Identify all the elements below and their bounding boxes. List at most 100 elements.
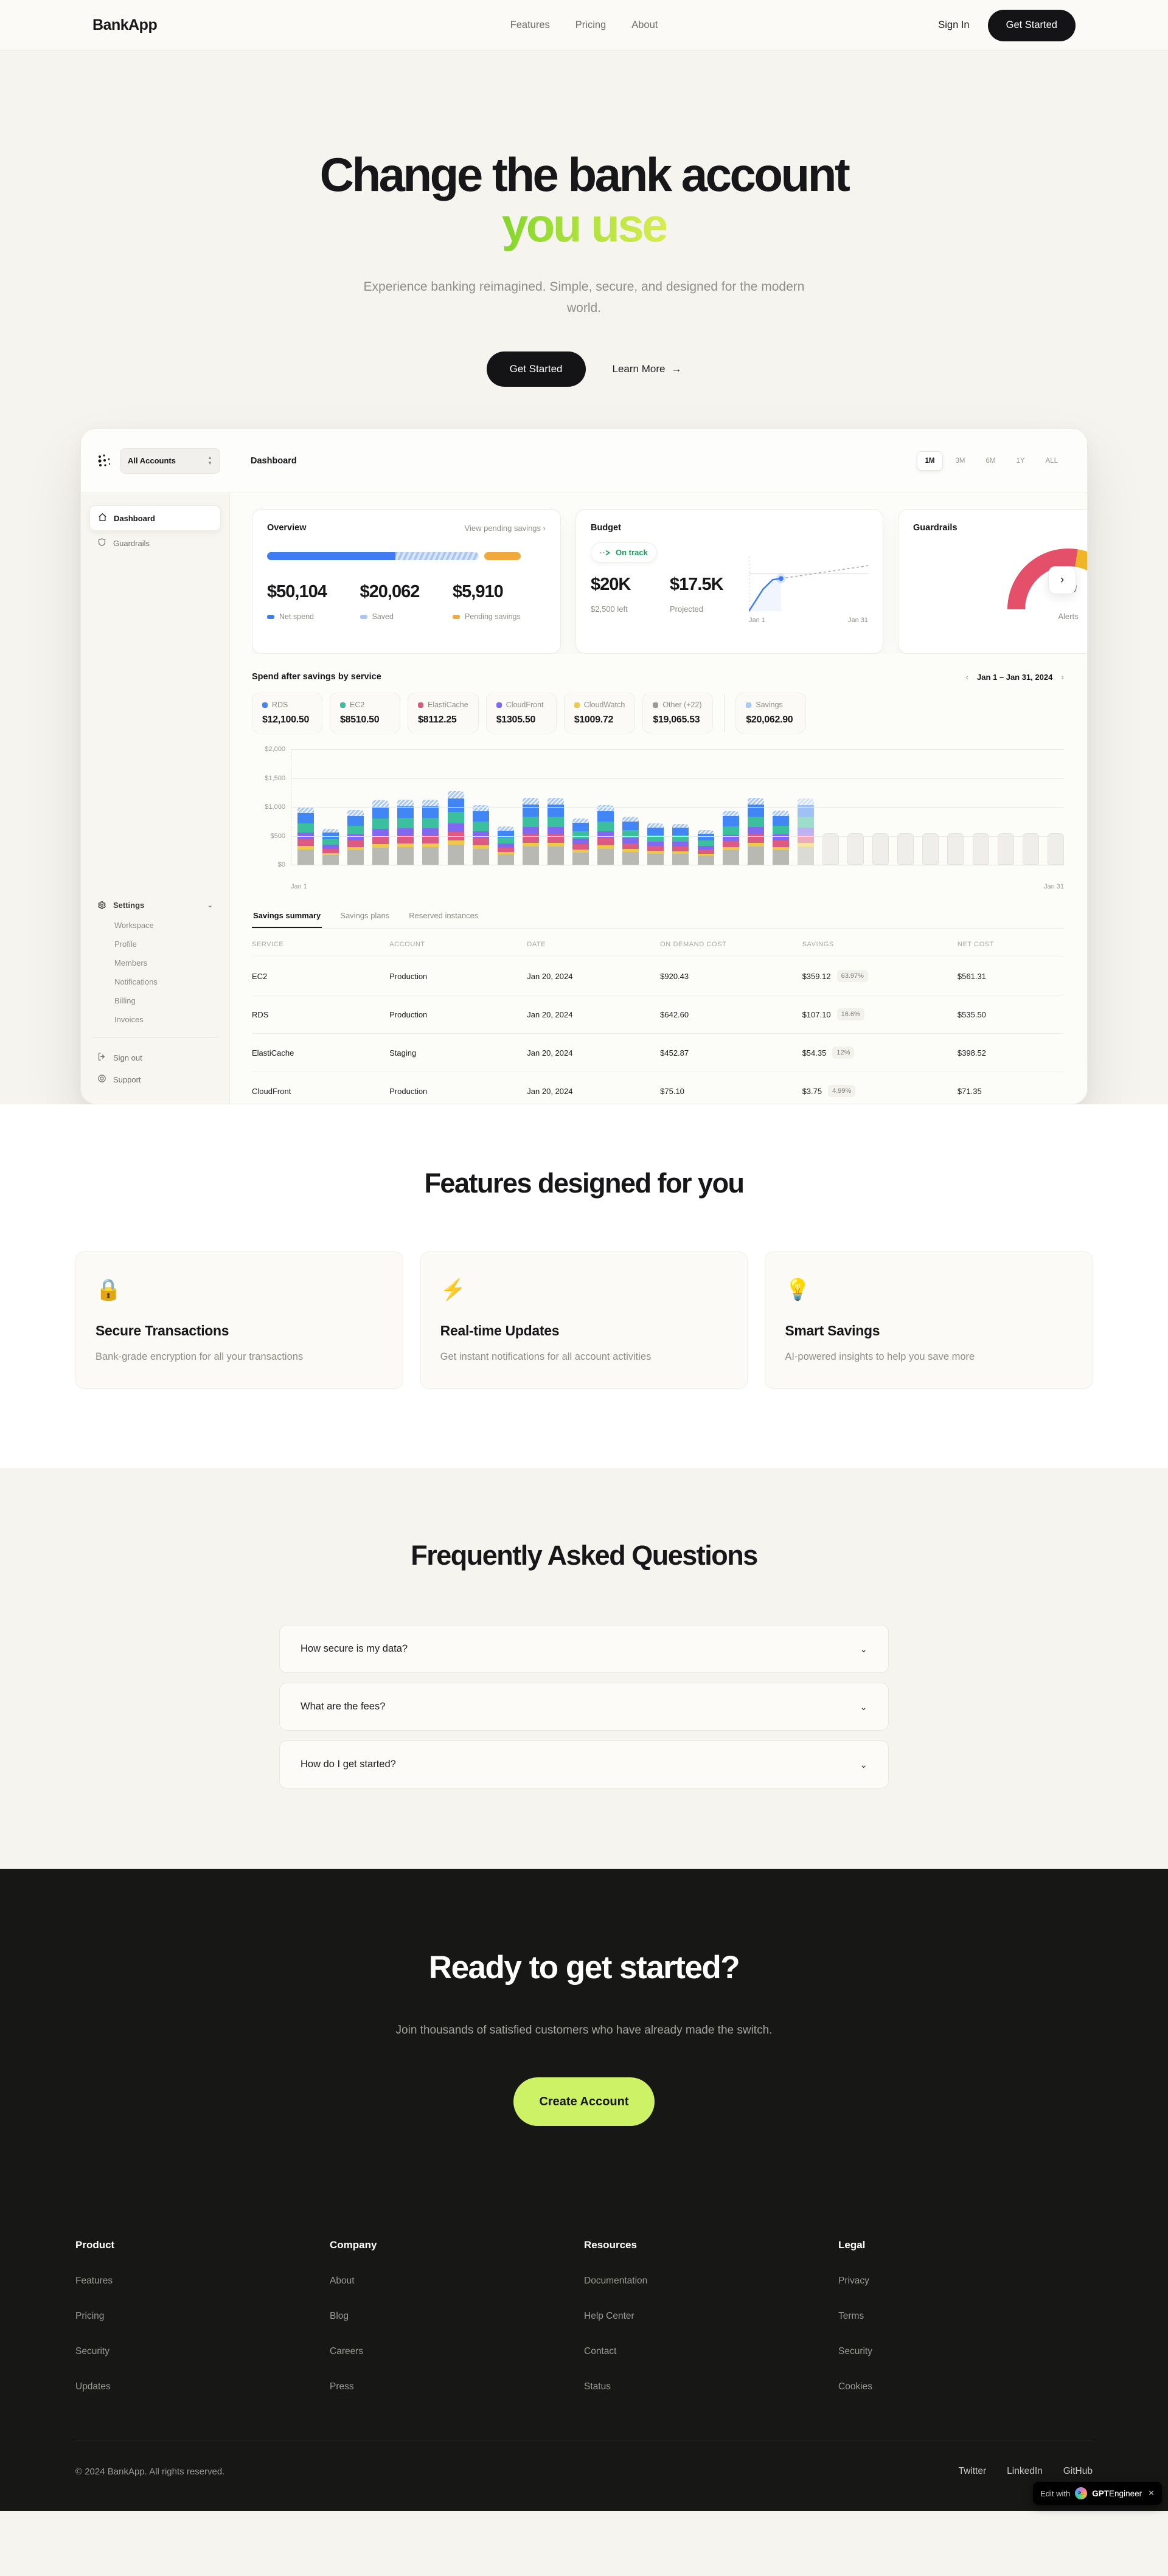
date-range-label: Jan 1 – Jan 31, 2024	[977, 672, 1053, 682]
footer-link-company-press[interactable]: Press	[330, 2381, 354, 2392]
sidebar-item-support[interactable]: Support	[89, 1068, 221, 1090]
prev-period-button[interactable]: ‹	[965, 672, 969, 682]
bar-segment-rds	[647, 827, 664, 835]
faq-item-how-secure-is-my-data[interactable]: How secure is my data? ⌄	[279, 1625, 889, 1674]
range-3m[interactable]: 3M	[947, 451, 973, 471]
range-1m[interactable]: 1M	[916, 451, 944, 471]
sidebar-item-billing[interactable]: Billing	[114, 996, 136, 1006]
bar-day[interactable]	[472, 805, 489, 865]
table-row[interactable]: CloudFront Production Jan 20, 2024 $75.1…	[252, 1072, 1064, 1104]
legend-chip-other-22[interactable]: Other (+22) $19,065.53	[642, 693, 714, 734]
social-link-linkedin[interactable]: LinkedIn	[1007, 2466, 1043, 2477]
get-started-button[interactable]: Get Started	[987, 9, 1076, 41]
bar-day[interactable]	[572, 819, 589, 865]
bar-day[interactable]	[322, 829, 339, 865]
footer-link-company-blog[interactable]: Blog	[330, 2311, 349, 2322]
footer-link-resources-status[interactable]: Status	[584, 2381, 611, 2392]
bar-day[interactable]	[722, 811, 739, 865]
footer-link-legal-security[interactable]: Security	[838, 2346, 872, 2357]
bar-day[interactable]	[672, 823, 689, 865]
footer-link-company-careers[interactable]: Careers	[330, 2346, 364, 2357]
footer-link-product-pricing[interactable]: Pricing	[75, 2311, 105, 2322]
bar-today[interactable]	[797, 798, 814, 865]
faq-item-how-do-i-get-started[interactable]: How do I get started? ⌄	[279, 1740, 889, 1789]
sidebar-item-dashboard[interactable]: Dashboard	[89, 505, 221, 531]
social-link-twitter[interactable]: Twitter	[958, 2466, 987, 2477]
table-row[interactable]: RDS Production Jan 20, 2024 $642.60 $107…	[252, 995, 1064, 1034]
sidebar-item-invoices[interactable]: Invoices	[114, 1015, 144, 1025]
bar-day[interactable]	[622, 817, 639, 865]
sidebar-item-members[interactable]: Members	[114, 958, 148, 968]
account-switcher[interactable]: All Accounts ▲ ▼	[120, 448, 220, 474]
column-header-on-demand-cost: ON DEMAND COST	[660, 941, 727, 949]
bar-day[interactable]	[297, 807, 314, 865]
legend-chip-cloudfront[interactable]: CloudFront $1305.50	[485, 693, 557, 734]
bar-day[interactable]	[597, 805, 614, 865]
footer-link-company-about[interactable]: About	[330, 2276, 355, 2287]
footer-link-product-updates[interactable]: Updates	[75, 2381, 111, 2392]
bar-segment-cloudwatch	[747, 842, 764, 847]
create-account-button[interactable]: Create Account	[513, 2077, 655, 2127]
hero-title: Change the bank account you use	[0, 149, 1168, 251]
sidebar-item-guardrails[interactable]: Guardrails	[89, 531, 221, 555]
hero-get-started-button[interactable]: Get Started	[486, 351, 586, 387]
bar-day[interactable]	[522, 798, 539, 865]
bar-day[interactable]	[497, 826, 514, 865]
next-period-button[interactable]: ›	[1061, 672, 1064, 682]
footer-link-legal-terms[interactable]: Terms	[838, 2311, 864, 2322]
table-row[interactable]: ElastiCache Staging Jan 20, 2024 $452.87…	[252, 1034, 1064, 1073]
legend-chip-rds[interactable]: RDS $12,100.50	[252, 693, 322, 734]
nav-link-pricing[interactable]: Pricing	[575, 19, 607, 30]
bar-segment-elasticache	[622, 843, 639, 849]
bar-day[interactable]	[372, 800, 389, 865]
footer-link-resources-documentation[interactable]: Documentation	[584, 2276, 648, 2287]
tab-savings-summary[interactable]: Savings summary	[252, 907, 322, 928]
bar-day[interactable]	[772, 810, 789, 865]
sidebar-item-workspace[interactable]: Workspace	[114, 921, 154, 930]
bar-day[interactable]	[347, 810, 364, 865]
carousel-next-button[interactable]: ›	[1048, 566, 1076, 595]
sidebar-item-notifications[interactable]: Notifications	[114, 977, 158, 987]
legend-chip-savings[interactable]: Savings $20,062.90	[735, 693, 807, 734]
gpt-engineer-badge[interactable]: Edit with >_ GPTEngineer ✕	[1033, 2482, 1162, 2505]
footer-link-legal-cookies[interactable]: Cookies	[838, 2381, 872, 2392]
sidebar-item-settings[interactable]: Settings ⌄	[89, 895, 221, 916]
brand-logo[interactable]: BankApp	[92, 16, 158, 33]
chart-gridline	[291, 807, 1064, 808]
bar-day[interactable]	[697, 830, 714, 865]
bar-day[interactable]	[547, 798, 564, 865]
legend-chip-elasticache[interactable]: ElastiCache $8112.25	[408, 693, 479, 734]
legend-dot-icon	[574, 702, 580, 708]
bar-day[interactable]	[397, 799, 414, 865]
range-6m[interactable]: 6M	[977, 451, 1004, 471]
bar-day[interactable]	[447, 791, 464, 865]
footer-link-resources-contact[interactable]: Contact	[584, 2346, 617, 2357]
footer-link-legal-privacy[interactable]: Privacy	[838, 2276, 869, 2287]
badge-close-icon[interactable]: ✕	[1148, 2488, 1155, 2498]
bar-segment-rds	[622, 821, 639, 831]
learn-more-link[interactable]: Learn More →	[612, 363, 682, 375]
view-pending-savings-link[interactable]: View pending savings ›	[464, 523, 546, 533]
legend-chip-ec2[interactable]: EC2 $8510.50	[330, 693, 400, 734]
sidebar-item-profile[interactable]: Profile	[114, 940, 137, 949]
table-row[interactable]: EC2 Production Jan 20, 2024 $920.43 $359…	[252, 957, 1064, 996]
social-link-github[interactable]: GitHub	[1063, 2466, 1093, 2477]
footer-link-product-security[interactable]: Security	[75, 2346, 109, 2357]
bar-day[interactable]	[422, 799, 439, 865]
bar-day[interactable]	[647, 823, 664, 865]
bar-segment-cloudfront	[372, 828, 389, 836]
nav-link-about[interactable]: About	[631, 19, 658, 30]
range-all[interactable]: ALL	[1037, 451, 1066, 471]
tab-reserved-instances[interactable]: Reserved instances	[408, 907, 479, 928]
faq-item-what-are-the-fees[interactable]: What are the fees? ⌄	[279, 1683, 889, 1731]
sign-in-link[interactable]: Sign In	[938, 19, 970, 30]
footer-link-resources-help-center[interactable]: Help Center	[584, 2311, 634, 2322]
nav-link-features[interactable]: Features	[510, 19, 550, 30]
bar-day[interactable]	[747, 798, 764, 865]
footer-link-product-features[interactable]: Features	[75, 2276, 113, 2287]
tab-savings-plans[interactable]: Savings plans	[339, 907, 391, 928]
range-1y[interactable]: 1Y	[1007, 451, 1033, 471]
sidebar-item-sign-out[interactable]: Sign out	[89, 1047, 221, 1068]
legend-chip-cloudwatch[interactable]: CloudWatch $1009.72	[563, 693, 636, 734]
bar-segment-cloudfront	[697, 845, 714, 850]
